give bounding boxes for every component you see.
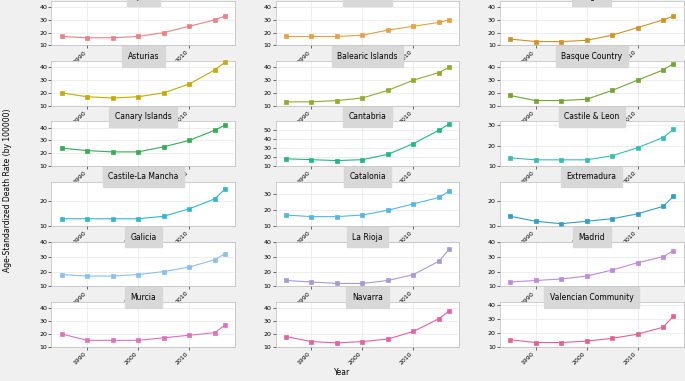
- Title: Canary Islands: Canary Islands: [115, 112, 172, 121]
- Title: La Rioja: La Rioja: [352, 233, 383, 242]
- Title: Andalusia: Andalusia: [349, 0, 386, 1]
- Title: Galicia: Galicia: [130, 233, 156, 242]
- Title: Madrid: Madrid: [578, 233, 605, 242]
- Title: Castile & Leon: Castile & Leon: [564, 112, 619, 121]
- Title: Cantabria: Cantabria: [349, 112, 386, 121]
- Title: Aragon: Aragon: [578, 0, 606, 1]
- Title: Valencian Community: Valencian Community: [550, 293, 634, 302]
- Title: Asturias: Asturias: [127, 52, 159, 61]
- Title: Navarra: Navarra: [352, 293, 383, 302]
- Title: Extremadura: Extremadura: [566, 173, 616, 181]
- Text: Year: Year: [334, 368, 351, 377]
- Title: Balearic Islands: Balearic Islands: [337, 52, 398, 61]
- Title: Spain: Spain: [132, 0, 154, 1]
- Title: Basque Country: Basque Country: [561, 52, 622, 61]
- Title: Castile-La Mancha: Castile-La Mancha: [108, 173, 179, 181]
- Text: Age-Standardized Death Rate (by 100000): Age-Standardized Death Rate (by 100000): [3, 109, 12, 272]
- Title: Murcia: Murcia: [130, 293, 156, 302]
- Title: Catalonia: Catalonia: [349, 173, 386, 181]
